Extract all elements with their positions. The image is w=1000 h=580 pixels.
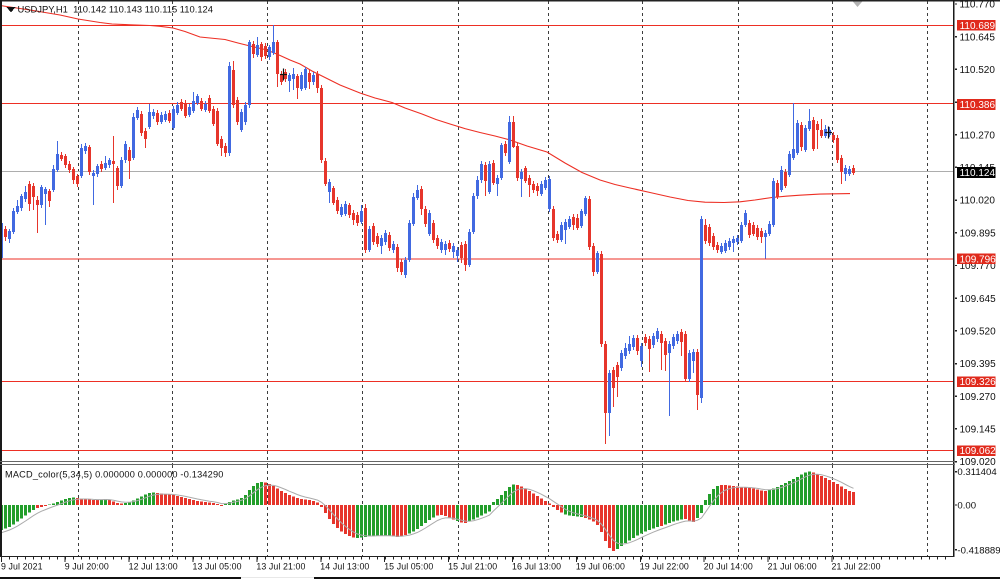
svg-text:110.020: 110.020 (960, 196, 996, 207)
svg-text:19 Jul 06:00: 19 Jul 06:00 (576, 562, 625, 572)
svg-text:9 Jul 2021: 9 Jul 2021 (1, 562, 43, 572)
svg-text:109.062: 109.062 (960, 446, 997, 457)
svg-text:0.311404: 0.311404 (957, 467, 997, 478)
svg-text:MACD_color(5,34,5) 0.000000 0.: MACD_color(5,34,5) 0.000000 0.000000 -0.… (5, 470, 224, 480)
svg-text:110.520: 110.520 (960, 65, 996, 76)
svg-text:109.796: 109.796 (960, 254, 997, 265)
svg-text:13 Jul 21:00: 13 Jul 21:00 (256, 562, 305, 572)
svg-text:13 Jul 05:00: 13 Jul 05:00 (193, 562, 242, 572)
svg-text:109.326: 109.326 (960, 377, 997, 388)
svg-text:14 Jul 13:00: 14 Jul 13:00 (320, 562, 369, 572)
svg-text:110.689: 110.689 (960, 21, 996, 32)
svg-text:21 Jul 06:00: 21 Jul 06:00 (768, 562, 817, 572)
svg-text:109.770: 109.770 (960, 261, 997, 272)
svg-text:110.645: 110.645 (960, 32, 996, 43)
svg-text:109.395: 109.395 (960, 359, 997, 370)
svg-text:110.770: 110.770 (960, 0, 996, 11)
svg-text:110.124: 110.124 (960, 168, 996, 179)
svg-text:109.645: 109.645 (960, 294, 997, 305)
svg-text:109.145: 109.145 (960, 425, 997, 436)
svg-text:-0.418889: -0.418889 (957, 546, 1000, 557)
svg-text:16 Jul 13:00: 16 Jul 13:00 (512, 562, 561, 572)
svg-text:109.270: 109.270 (960, 392, 997, 403)
svg-text:110.270: 110.270 (960, 130, 996, 141)
svg-text:15 Jul 21:00: 15 Jul 21:00 (448, 562, 497, 572)
svg-text:21 Jul 22:00: 21 Jul 22:00 (832, 562, 881, 572)
svg-text:USDJPY,H1 110.142 110.143 110: USDJPY,H1 110.142 110.143 110.115 110.12… (18, 4, 213, 15)
svg-text:12 Jul 13:00: 12 Jul 13:00 (129, 562, 178, 572)
svg-text:19 Jul 22:00: 19 Jul 22:00 (640, 562, 689, 572)
svg-text:109.895: 109.895 (960, 228, 997, 239)
svg-text:15 Jul 05:00: 15 Jul 05:00 (384, 562, 433, 572)
svg-text:110.386: 110.386 (960, 100, 996, 111)
svg-text:20 Jul 14:00: 20 Jul 14:00 (704, 562, 753, 572)
svg-text:0.00: 0.00 (957, 501, 976, 512)
svg-text:109.020: 109.020 (960, 457, 997, 468)
svg-text:109.520: 109.520 (960, 327, 997, 338)
svg-text:9 Jul 20:00: 9 Jul 20:00 (65, 562, 109, 572)
